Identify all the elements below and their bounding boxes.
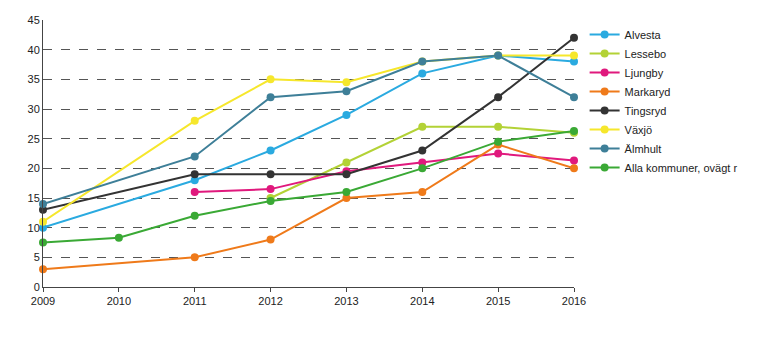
- svg-text:10: 10: [28, 222, 40, 234]
- svg-text:15: 15: [28, 192, 40, 204]
- svg-text:2009: 2009: [31, 295, 55, 307]
- svg-text:2016: 2016: [562, 295, 586, 307]
- svg-text:Alla kommuner, ovägt r: Alla kommuner, ovägt r: [625, 162, 738, 174]
- svg-text:2013: 2013: [334, 295, 358, 307]
- svg-text:Markaryd: Markaryd: [625, 86, 671, 98]
- svg-text:2015: 2015: [486, 295, 510, 307]
- svg-text:0: 0: [34, 281, 40, 293]
- svg-text:30: 30: [28, 103, 40, 115]
- svg-text:45: 45: [28, 14, 40, 26]
- svg-text:35: 35: [28, 73, 40, 85]
- svg-text:Älmhult: Älmhult: [625, 143, 662, 155]
- svg-text:2011: 2011: [183, 295, 207, 307]
- svg-text:Alvesta: Alvesta: [625, 29, 662, 41]
- svg-text:Lessebo: Lessebo: [625, 48, 667, 60]
- svg-text:25: 25: [28, 133, 40, 145]
- svg-text:Tingsryd: Tingsryd: [625, 105, 667, 117]
- svg-text:2014: 2014: [410, 295, 434, 307]
- svg-text:Växjö: Växjö: [625, 124, 653, 136]
- svg-text:2010: 2010: [107, 295, 131, 307]
- svg-text:2012: 2012: [258, 295, 282, 307]
- svg-text:Ljungby: Ljungby: [625, 67, 664, 79]
- svg-text:5: 5: [34, 251, 40, 263]
- svg-text:20: 20: [28, 162, 40, 174]
- svg-text:40: 40: [28, 44, 40, 56]
